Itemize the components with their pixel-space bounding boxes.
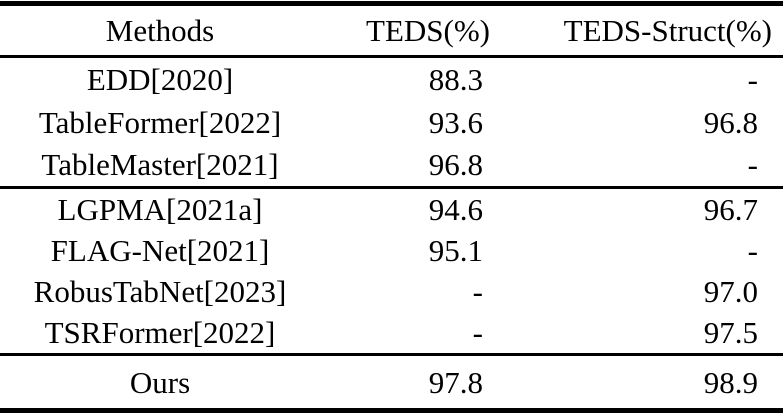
table-header-row: Methods TEDS(%) TEDS-Struct(%) [0,6,783,55]
header-teds-struct: TEDS-Struct(%) [563,13,772,48]
method-name: TableMaster[2021] [41,147,279,183]
teds-struct-value: - [747,233,758,268]
table-row-edd: EDD[2020] 88.3 - [0,58,783,101]
method-name: FLAG-Net[2021] [50,233,270,268]
teds-value: 94.6 [428,192,483,227]
teds-struct-value: 97.0 [703,274,758,309]
bottom-rule [0,408,783,413]
method-name: Ours [129,364,191,400]
table-row-tableformer: TableFormer[2022] 93.6 96.8 [0,101,783,144]
method-name: TSRFormer[2022] [44,315,276,350]
table-row-lgpma: LGPMA[2021a] 94.6 96.7 [0,189,783,230]
group-separator-rule-1 [0,186,783,189]
teds-value: 97.8 [428,364,483,400]
table-group-2: LGPMA[2021a] 94.6 96.7 FLAG-Net[2021] 95… [0,189,783,353]
group-separator-rule-2 [0,353,783,356]
table-row-tablemaster: TableMaster[2021] 96.8 - [0,143,783,186]
teds-struct-value: 96.8 [703,104,758,140]
teds-value: 95.1 [428,233,483,268]
table-row-ours: Ours 97.8 98.9 [0,356,783,408]
top-rule [0,1,783,6]
teds-struct-value: - [747,147,758,183]
teds-value: 88.3 [428,61,483,97]
teds-struct-value: - [747,61,758,97]
method-name: LGPMA[2021a] [57,192,263,227]
header-methods: Methods [105,13,215,48]
bottom-margin [0,413,783,419]
method-name: RobusTabNet[2023] [33,274,287,309]
teds-struct-value: 97.5 [703,315,758,350]
teds-value: 96.8 [428,147,483,183]
teds-struct-value: 98.9 [703,364,758,400]
method-name: EDD[2020] [86,61,234,97]
table-group-1: EDD[2020] 88.3 - TableFormer[2022] 93.6 … [0,58,783,186]
teds-value: - [472,274,483,309]
table-row-flagnet: FLAG-Net[2021] 95.1 - [0,230,783,271]
header-rule [0,55,783,58]
teds-value: - [472,315,483,350]
teds-struct-value: 96.7 [703,192,758,227]
method-name: TableFormer[2022] [38,104,282,140]
table-row-robustabnet: RobusTabNet[2023] - 97.0 [0,271,783,312]
table-row-tsrformer: TSRFormer[2022] - 97.5 [0,312,783,353]
teds-value: 93.6 [428,104,483,140]
header-teds: TEDS(%) [366,13,490,48]
